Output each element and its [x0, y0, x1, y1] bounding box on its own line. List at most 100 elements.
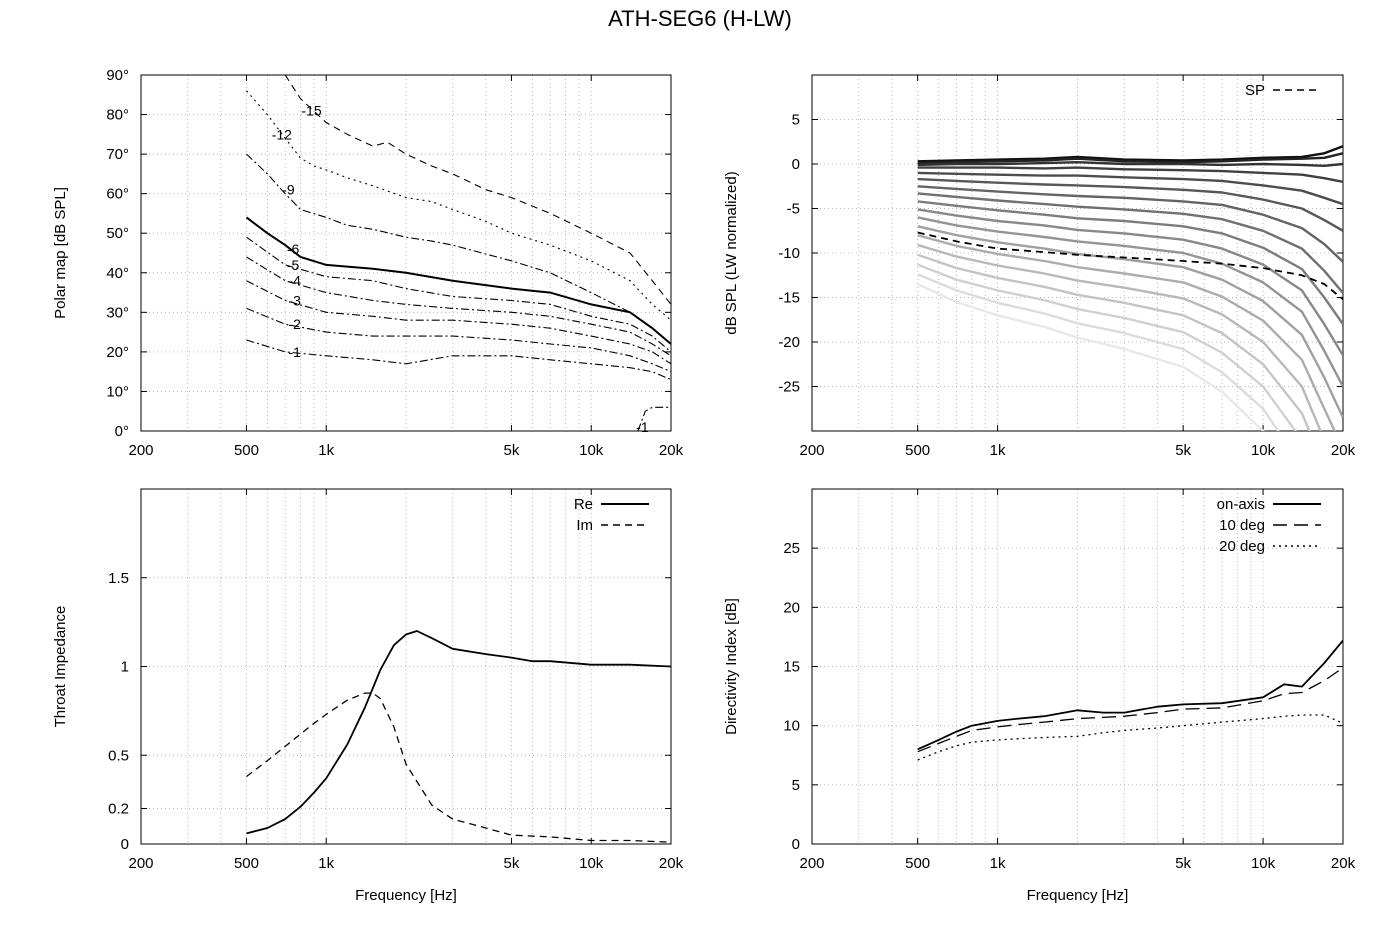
- y-tick-label: 5: [792, 112, 800, 129]
- legend-label: on-axis: [1217, 496, 1265, 513]
- contour-line-5: [246, 236, 671, 353]
- x-tick-label: 500: [234, 855, 259, 872]
- y-tick-label: 1: [121, 659, 129, 676]
- series-line-2: [917, 152, 1343, 165]
- series-line-3: [917, 714, 1343, 761]
- x-axis-label: Frequency [Hz]: [355, 887, 457, 904]
- y-tick-label: 60°: [106, 186, 129, 203]
- series-line-1: [917, 145, 1343, 163]
- y-tick-label: 20: [783, 599, 800, 616]
- x-tick-label: 200: [799, 855, 824, 872]
- x-tick-label: 1k: [990, 442, 1006, 459]
- series-line-7: [917, 185, 1343, 263]
- contour-label: -2: [288, 316, 301, 332]
- y-tick-label: 1.5: [108, 570, 129, 587]
- contour-line-9: [246, 339, 671, 381]
- legend-label: Re: [574, 496, 593, 513]
- series-line-9: [917, 200, 1343, 325]
- contour-label: -5: [287, 257, 300, 273]
- x-tick-label: 200: [128, 855, 153, 872]
- series-line-1: [917, 639, 1343, 751]
- x-tick-label: 200: [799, 442, 824, 459]
- grid: [812, 489, 1343, 844]
- y-tick-label: 0: [121, 836, 129, 853]
- legend: Re Im: [574, 496, 649, 534]
- series-line-4: [917, 166, 1343, 183]
- contour-line-10: [637, 406, 671, 431]
- y-axis-label: Polar map [dB SPL]: [52, 187, 69, 319]
- grid: [141, 489, 671, 844]
- figure-title: ATH-SEG6 (H-LW): [608, 6, 792, 31]
- y-tick-label: -15: [778, 290, 800, 307]
- series-line-8: [917, 192, 1343, 294]
- contour-line-4: [245, 216, 671, 345]
- grid: [141, 75, 671, 431]
- y-tick-label: -5: [787, 201, 800, 218]
- grid: [812, 75, 1343, 431]
- x-tick-label: 200: [128, 442, 153, 459]
- contour-label: -9: [282, 182, 295, 198]
- x-tick-label: 1k: [318, 442, 334, 459]
- series-line-18: [917, 283, 1265, 431]
- x-tick-label: 10k: [579, 855, 604, 872]
- series-line-1: [246, 630, 671, 835]
- y-tick-label: 10°: [106, 383, 129, 400]
- legend-label: Im: [576, 517, 593, 534]
- y-axis-label: Throat Impedance: [52, 606, 69, 728]
- y-tick-label: 70°: [106, 146, 129, 163]
- contour-line-7: [246, 280, 671, 365]
- series-line-5: [917, 171, 1343, 206]
- series-line-14: [917, 243, 1322, 431]
- y-tick-label: 30°: [106, 304, 129, 321]
- y-tick-label: 0: [792, 156, 800, 173]
- x-tick-label: 500: [905, 442, 930, 459]
- contour-line-2: [246, 90, 671, 321]
- y-tick-label: 25: [783, 540, 800, 557]
- contour-label: -4: [288, 273, 301, 289]
- x-tick-label: 10k: [1251, 855, 1276, 872]
- contour-label: -6: [287, 241, 300, 257]
- series-line-16: [917, 263, 1297, 431]
- x-tick-label: 10k: [1251, 442, 1276, 459]
- series-line-12: [917, 225, 1343, 419]
- y-tick-label: 50°: [106, 225, 129, 242]
- legend-label: 10 deg: [1219, 517, 1265, 534]
- legend-label: 20 deg: [1219, 538, 1265, 555]
- y-tick-label: 10: [783, 718, 800, 735]
- y-tick-label: 90°: [106, 67, 129, 84]
- y-tick-label: 5: [792, 777, 800, 794]
- chart-impedance: 200 500 1k 5k 10k 20k 1.5 1 0.5 0.2 0 Throat Impeda…: [52, 488, 684, 904]
- contour-line-1: [284, 75, 671, 305]
- x-tick-label: 20k: [659, 442, 684, 459]
- x-tick-label: 10k: [579, 442, 604, 459]
- series-line-19: [917, 231, 1343, 300]
- x-tick-label: 20k: [659, 855, 684, 872]
- y-axis-label: Directivity Index [dB]: [723, 598, 740, 735]
- y-tick-label: 0°: [115, 423, 129, 440]
- contour-line-8: [246, 307, 671, 373]
- chart-spl: 200 500 1k 5k 10k 20k 5 0 -5 -10 -15 -20 -25 dB SPL (…: [723, 74, 1356, 459]
- y-tick-label: 20°: [106, 344, 129, 361]
- contour-line-6: [246, 256, 671, 357]
- series-line-17: [917, 273, 1280, 431]
- chart-polar: 200 500 1k 5k 10k 20k 0° 10° 20° 30° 40° 50° 60° 70° 8…: [52, 67, 684, 459]
- series-line-2: [246, 692, 671, 843]
- y-tick-label: 0.2: [108, 801, 129, 818]
- contour-label: -12: [272, 126, 292, 142]
- plot-frame: [140, 74, 672, 432]
- contour-label: -1: [636, 419, 649, 435]
- y-tick-label: 40°: [106, 265, 129, 282]
- x-tick-label: 1k: [318, 855, 334, 872]
- legend-label: SP: [1245, 82, 1265, 99]
- contour-label: -3: [288, 292, 301, 308]
- series-line-15: [917, 253, 1311, 431]
- contour-line-3: [246, 153, 671, 345]
- x-tick-label: 500: [234, 442, 259, 459]
- y-axis-label: dB SPL (LW normalized): [723, 171, 740, 334]
- series-line-11: [917, 216, 1343, 388]
- x-axis-label: Frequency [Hz]: [1027, 887, 1129, 904]
- y-tick-label: -25: [778, 379, 800, 396]
- contour-label: -15: [301, 103, 321, 119]
